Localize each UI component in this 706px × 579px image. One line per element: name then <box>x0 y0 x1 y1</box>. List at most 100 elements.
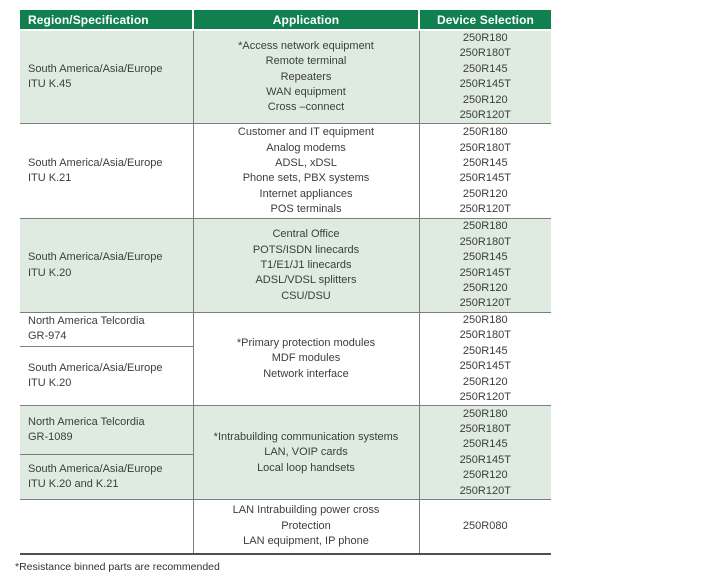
cell-line: LAN equipment, IP phone <box>243 535 369 548</box>
cell-line: South America/Asia/Europe <box>28 251 163 264</box>
cell-line: Local loop handsets <box>257 461 355 474</box>
cell-line: GR-974 <box>28 330 67 343</box>
application-cell: Central Office POTS/ISDN linecards T1/E1/J… <box>193 218 420 313</box>
cell-line: ADSL, xDSL <box>275 157 337 170</box>
cell-line: Remote terminal <box>265 55 347 68</box>
cell-line: 250R180T <box>459 329 511 342</box>
cell-line: North America Telcordia <box>28 315 145 328</box>
cell-line: WAN equipment <box>266 85 346 98</box>
cell-line: South America/Asia/Europe <box>28 462 163 475</box>
cell-line: T1/E1/J1 linecards <box>260 258 352 271</box>
cell-line: Analog modems <box>266 141 346 154</box>
cell-line: North America Telcordia <box>28 415 145 428</box>
cell-line: 250R145 <box>462 157 508 170</box>
cell-line: 250R180 <box>462 220 508 233</box>
cell-line: 250R080 <box>462 519 508 532</box>
table-row-group-4a: North America Telcordia GR-974 *Primary p… <box>20 311 551 406</box>
cell-line: South America/Asia/Europe <box>28 361 163 374</box>
application-cell: LAN Intrabuilding power cross Protection L… <box>193 499 420 555</box>
region-cell-empty <box>20 499 194 555</box>
region-cell: South America/Asia/Europe ITU K.21 <box>20 123 194 219</box>
device-cell: 250R180 250R180T 250R145 250R145T 250R120 250… <box>419 30 551 124</box>
cell-line: 250R120T <box>459 484 511 497</box>
column-header-region: Region/Specification <box>20 10 194 31</box>
cell-line: 250R120T <box>459 297 511 310</box>
table-row-group-1: South America/Asia/Europe ITU K.45 *Acces… <box>20 30 551 124</box>
region-cell: South America/Asia/Europe ITU K.20 <box>20 346 194 406</box>
application-cell: *Access network equipment Remote terminal… <box>193 30 420 124</box>
device-cell: 250R180 250R180T 250R145 250R145T 250R120 250… <box>419 123 551 219</box>
cell-line: ITU K.21 <box>28 172 72 185</box>
cell-line: 250R180T <box>459 47 511 60</box>
cell-line: ITU K.45 <box>28 78 72 91</box>
cell-line: 250R180T <box>459 235 511 248</box>
cell-line: CSU/DSU <box>281 289 331 302</box>
table-row-group-5b: South America/Asia/Europe ITU K.20 and K.… <box>20 454 551 500</box>
cell-line: 250R145T <box>459 360 511 373</box>
region-cell: South America/Asia/Europe ITU K.20 and K.… <box>20 454 194 500</box>
cell-line: 250R180T <box>459 423 511 435</box>
cell-line: 250R145 <box>462 251 508 264</box>
cell-line: ITU K.20 <box>28 377 72 390</box>
cell-line: POTS/ISDN linecards <box>252 243 360 256</box>
cell-line: 250R145T <box>459 266 511 279</box>
device-selection-table: Region/Specification Application Device … <box>20 10 551 555</box>
cell-line: 250R120 <box>462 469 508 482</box>
cell-line: 250R120 <box>462 187 508 200</box>
cell-line: Central Office <box>272 228 340 241</box>
device-cell: 250R180 250R180T 250R145 250R145T 250R120 250… <box>419 405 551 500</box>
cell-line: Cross –connect <box>267 101 345 114</box>
cell-line: 250R145T <box>459 78 511 91</box>
application-cell: *Primary protection modules MDF modules Ne… <box>193 311 420 406</box>
cell-line: Customer and IT equipment <box>237 126 375 139</box>
cell-line: 250R120 <box>462 375 508 388</box>
cell-line: 250R180 <box>462 126 508 139</box>
cell-line: Internet appliances <box>259 187 353 200</box>
cell-line: 250R120T <box>459 390 511 403</box>
cell-line: POS terminals <box>270 203 342 216</box>
table-row-group-4b: South America/Asia/Europe ITU K.20 <box>20 346 551 406</box>
table-row-group-2: South America/Asia/Europe ITU K.21 Custom… <box>20 123 551 219</box>
cell-line: 250R120 <box>462 93 508 106</box>
cell-line: Protection <box>281 519 331 532</box>
region-cell: South America/Asia/Europe ITU K.45 <box>20 30 194 124</box>
cell-line: 250R180 <box>462 32 508 44</box>
cell-line: Phone sets, PBX systems <box>242 172 370 185</box>
table-row-group-5a: North America Telcordia GR-1089 *Intrabui… <box>20 405 551 500</box>
cell-line: MDF modules <box>271 352 341 365</box>
cell-line: Repeaters <box>280 70 332 83</box>
cell-line: 250R120 <box>462 282 508 295</box>
region-cell: North America Telcordia GR-974 <box>20 311 194 348</box>
cell-line: Network interface <box>263 367 349 380</box>
column-header-application: Application <box>193 10 420 31</box>
cell-line: *Access network equipment <box>238 39 374 52</box>
cell-line: LAN, VOIP cards <box>264 446 348 459</box>
cell-line: 250R120T <box>459 203 511 216</box>
cell-line: ADSL/VDSL splitters <box>255 274 357 287</box>
device-cell: 250R180 250R180T 250R145 250R145T 250R120 250… <box>419 218 551 313</box>
cell-line: 250R180 <box>462 407 508 420</box>
region-cell: North America Telcordia GR-1089 <box>20 405 194 456</box>
cell-line: South America/Asia/Europe <box>28 62 163 75</box>
cell-line: *Intrabuilding communication systems <box>213 430 399 443</box>
cell-line: 250R145 <box>462 344 508 357</box>
region-cell: South America/Asia/Europe ITU K.20 <box>20 218 194 313</box>
device-cell: 250R080 <box>419 499 551 555</box>
device-cell: 250R180 250R180T 250R145 250R145T 250R120 250… <box>419 311 551 406</box>
cell-line: GR-1089 <box>28 431 73 444</box>
cell-line: 250R145 <box>462 62 508 75</box>
application-cell: Customer and IT equipment Analog modems AD… <box>193 123 420 219</box>
cell-line: South America/Asia/Europe <box>28 157 163 170</box>
cell-line: ITU K.20 and K.21 <box>28 478 119 491</box>
cell-line: 250R145T <box>459 453 511 466</box>
cell-line: 250R180 <box>462 313 508 326</box>
table-row-group-6: LAN Intrabuilding power cross Protection L… <box>20 499 551 555</box>
column-header-device-selection: Device Selection <box>419 10 551 31</box>
header-row: Region/Specification Application Device … <box>20 10 551 31</box>
cell-line: 250R180T <box>459 141 511 154</box>
application-cell: *Intrabuilding communication systems LAN,… <box>193 405 420 500</box>
table-row-group-3: South America/Asia/Europe ITU K.20 Centra… <box>20 218 551 313</box>
cell-line: 250R120T <box>459 109 511 122</box>
cell-line: 250R145T <box>459 172 511 185</box>
